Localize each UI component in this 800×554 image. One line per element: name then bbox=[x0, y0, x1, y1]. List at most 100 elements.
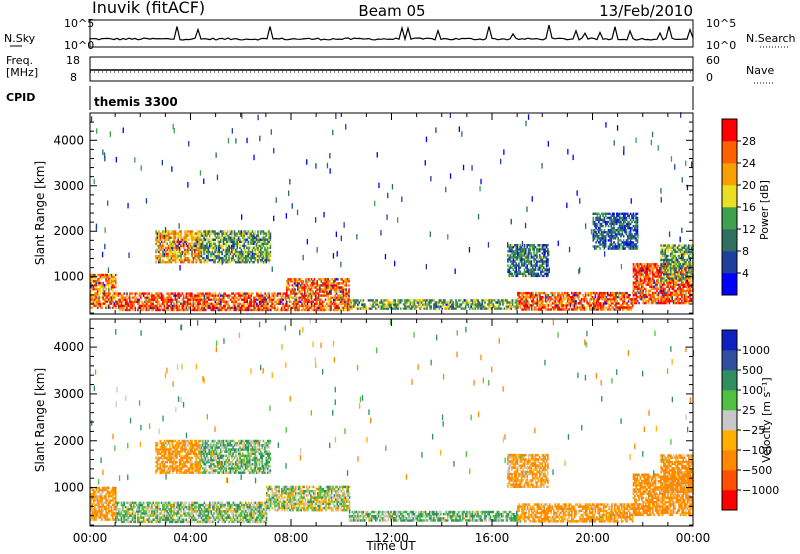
data-cell bbox=[167, 236, 170, 239]
data-cell bbox=[660, 258, 662, 262]
data-cell bbox=[636, 281, 639, 284]
data-cell bbox=[445, 301, 448, 304]
data-cell bbox=[600, 239, 603, 242]
data-cell bbox=[167, 306, 170, 310]
data-cell bbox=[596, 224, 599, 228]
data-cell bbox=[339, 282, 342, 285]
data-cell bbox=[438, 301, 441, 304]
data-cell bbox=[188, 292, 190, 295]
data-cell bbox=[144, 292, 146, 295]
data-cell bbox=[527, 260, 530, 263]
data-cell bbox=[166, 298, 168, 301]
data-cell bbox=[227, 296, 229, 299]
data-cell bbox=[317, 278, 320, 281]
data-cell bbox=[516, 301, 518, 304]
data-cell bbox=[328, 308, 331, 312]
data-cell bbox=[537, 248, 540, 251]
data-cell bbox=[646, 283, 649, 286]
data-cell bbox=[145, 302, 148, 305]
data-cell bbox=[260, 298, 262, 301]
data-cell bbox=[394, 299, 396, 302]
data-cell bbox=[571, 291, 573, 295]
data-cell bbox=[618, 291, 620, 295]
data-cell bbox=[631, 302, 634, 305]
data-cell bbox=[572, 298, 574, 301]
data-cell bbox=[350, 299, 352, 302]
data-cell bbox=[634, 220, 636, 224]
data-cell bbox=[208, 242, 211, 245]
data-cell bbox=[679, 297, 682, 301]
data-cell bbox=[242, 261, 244, 264]
data-cell bbox=[342, 288, 345, 291]
data-cell bbox=[560, 302, 562, 305]
data-cell bbox=[269, 308, 272, 312]
data-cell bbox=[295, 282, 298, 285]
data-cell bbox=[622, 245, 625, 248]
data-cell bbox=[686, 287, 689, 290]
data-cell bbox=[430, 299, 432, 302]
data-cell bbox=[456, 301, 459, 304]
data-cell bbox=[602, 220, 604, 224]
data-cell bbox=[659, 267, 661, 270]
data-cell bbox=[242, 294, 244, 297]
data-cell bbox=[405, 305, 407, 308]
data-cell bbox=[137, 298, 139, 301]
data-cell bbox=[257, 232, 259, 235]
data-cell bbox=[339, 294, 342, 297]
data-cell bbox=[240, 304, 243, 308]
data-cell bbox=[126, 292, 128, 295]
data-cell bbox=[191, 240, 193, 243]
data-cell bbox=[611, 212, 614, 215]
data-cell bbox=[515, 264, 517, 267]
data-cell bbox=[216, 306, 218, 310]
data-cell bbox=[260, 306, 262, 310]
data-cell bbox=[303, 296, 306, 299]
data-cell bbox=[267, 306, 269, 310]
data-cell bbox=[200, 306, 203, 310]
data-cell bbox=[285, 296, 287, 299]
data-cell bbox=[621, 229, 624, 232]
data-cell bbox=[174, 232, 177, 235]
data-cell bbox=[166, 300, 168, 303]
data-cell bbox=[661, 295, 664, 299]
data-cell bbox=[408, 305, 410, 308]
data-cell bbox=[500, 307, 503, 310]
data-cell bbox=[211, 238, 214, 241]
data-cell bbox=[613, 245, 615, 248]
data-cell bbox=[571, 304, 573, 307]
data-cell bbox=[268, 298, 271, 301]
data-cell bbox=[511, 305, 514, 308]
data-cell bbox=[326, 288, 328, 291]
data-cell bbox=[200, 292, 203, 295]
data-cell bbox=[624, 291, 627, 295]
data-cell bbox=[225, 259, 227, 262]
data-cell bbox=[177, 256, 179, 260]
data-cell bbox=[544, 300, 547, 303]
data-cell bbox=[191, 248, 193, 252]
data-cell bbox=[580, 308, 583, 311]
data-cell bbox=[529, 298, 532, 301]
data-cell bbox=[166, 261, 168, 264]
data-cell bbox=[635, 297, 638, 301]
data-cell bbox=[128, 308, 131, 312]
data-cell bbox=[555, 298, 558, 301]
data-cell bbox=[263, 296, 265, 299]
data-cell bbox=[231, 238, 233, 241]
data-cell bbox=[600, 237, 603, 240]
data-cell bbox=[580, 306, 583, 309]
data-cell bbox=[663, 293, 665, 297]
data-cell bbox=[274, 306, 276, 310]
data-cell bbox=[674, 281, 676, 284]
data-cell bbox=[262, 238, 265, 241]
data-cell bbox=[606, 308, 609, 311]
data-cell bbox=[159, 244, 162, 248]
data-cell bbox=[685, 297, 687, 301]
data-cell bbox=[188, 238, 191, 241]
data-cell bbox=[541, 258, 544, 261]
data-cell bbox=[538, 254, 541, 257]
data-cell bbox=[643, 269, 646, 272]
data-cell bbox=[280, 308, 283, 312]
data-cell bbox=[326, 294, 328, 297]
data-cell bbox=[162, 294, 164, 297]
data-cell bbox=[243, 261, 245, 264]
